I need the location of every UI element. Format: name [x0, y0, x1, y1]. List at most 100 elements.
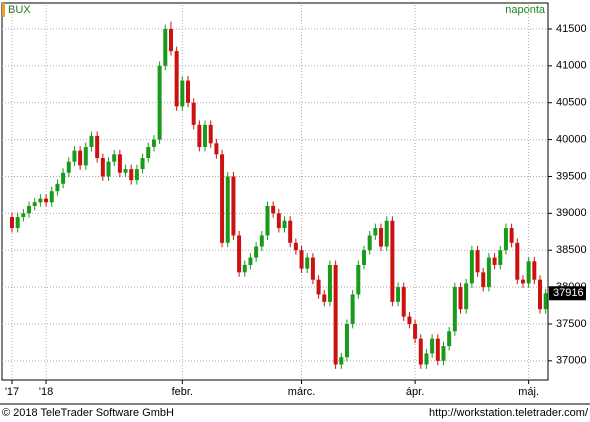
candle-body	[396, 287, 401, 302]
candle-body	[339, 357, 344, 365]
last-price-box	[549, 286, 586, 301]
y-tick-label: 37000	[556, 355, 587, 367]
candle-body	[129, 169, 134, 181]
candle-body	[146, 146, 151, 159]
candle-body	[21, 213, 26, 218]
candle-body	[95, 135, 100, 159]
candle-body	[276, 213, 281, 229]
candle-body	[333, 264, 338, 365]
candle-body	[288, 220, 293, 243]
x-tick-label: '17	[5, 386, 19, 398]
candle-body	[452, 287, 457, 332]
source-url: http://workstation.teletrader.com/	[429, 407, 589, 419]
candle-body	[520, 279, 525, 284]
candle-body	[123, 169, 128, 173]
candle-body	[526, 261, 531, 284]
candle-body	[208, 124, 213, 144]
candle-body	[367, 235, 372, 251]
candle-body	[237, 235, 242, 273]
candle-body	[282, 220, 287, 229]
candle-body	[515, 242, 520, 280]
chart-title: BUX	[8, 4, 31, 16]
copyright: © 2018 TeleTrader Software GmbH	[2, 407, 174, 419]
candle-body	[407, 316, 412, 324]
candle-body	[61, 172, 66, 184]
candle-body	[66, 161, 71, 173]
candle-body	[441, 346, 446, 361]
candle-body	[248, 257, 253, 265]
candle-body	[532, 261, 537, 280]
candle-body	[538, 279, 542, 310]
candle-body	[316, 279, 321, 295]
candle-body	[492, 257, 497, 265]
candle-body	[486, 257, 491, 288]
candle-body	[379, 228, 384, 247]
candle-body	[27, 205, 32, 214]
candle-body	[310, 257, 315, 280]
candle-body	[498, 250, 503, 265]
candle-body	[384, 220, 389, 247]
candle-body	[163, 28, 168, 66]
x-tick-label: ápr.	[406, 386, 424, 398]
candle-body	[78, 150, 83, 166]
candle-body	[49, 191, 54, 203]
candle-body	[356, 264, 361, 295]
last-price-label: 37916	[553, 287, 584, 299]
candle-body	[55, 183, 60, 192]
y-tick-label: 38500	[556, 244, 587, 256]
candle-body	[424, 353, 429, 365]
candle-body	[401, 287, 406, 317]
candle-body	[503, 228, 508, 251]
candle-body	[157, 65, 162, 140]
candle-body	[293, 242, 298, 251]
candle-body	[72, 150, 77, 162]
x-tick-label: febr.	[172, 386, 193, 398]
plot-frame	[1, 2, 549, 381]
candle-body	[83, 146, 88, 166]
candle-body	[168, 28, 173, 52]
candle-body	[38, 198, 43, 203]
candle-body	[458, 287, 463, 310]
candle-body	[481, 272, 486, 288]
candle-body	[180, 80, 185, 107]
x-tick-label: '18	[39, 386, 53, 398]
candle-body	[220, 154, 225, 243]
candle-body	[413, 323, 418, 339]
candle-body	[231, 176, 236, 236]
interval-label: naponta	[505, 4, 546, 16]
candle-body	[322, 294, 327, 302]
y-tick-label: 40000	[556, 133, 587, 145]
candle-body	[106, 161, 111, 177]
candle-body	[191, 102, 196, 125]
candle-body	[151, 139, 156, 147]
candle-body	[305, 257, 310, 269]
candle-body	[32, 202, 37, 206]
candle-body	[44, 198, 49, 203]
y-tick-label: 40500	[556, 97, 587, 109]
candle-body	[469, 250, 474, 284]
candle-body	[259, 235, 264, 247]
candle-body	[464, 283, 469, 310]
y-tick-label: 39000	[556, 207, 587, 219]
candle-body	[299, 250, 304, 269]
candle-body	[435, 338, 440, 361]
title-marker	[2, 3, 5, 17]
candle-body	[265, 205, 270, 236]
candle-body	[509, 228, 514, 243]
candle-body	[350, 294, 355, 324]
candle-body	[203, 124, 208, 147]
x-tick-label: márc.	[288, 386, 316, 398]
candle-body	[543, 293, 548, 310]
y-tick-label: 37500	[556, 318, 587, 330]
candle-body	[327, 264, 332, 302]
candle-body	[140, 158, 145, 170]
candle-body	[117, 154, 122, 173]
candle-body	[430, 338, 435, 354]
candle-body	[447, 331, 452, 347]
candle-body	[89, 135, 94, 147]
candle-body	[186, 80, 190, 103]
candle-body	[362, 250, 366, 265]
y-tick-label: 39500	[556, 170, 587, 182]
candle-body	[254, 246, 259, 258]
